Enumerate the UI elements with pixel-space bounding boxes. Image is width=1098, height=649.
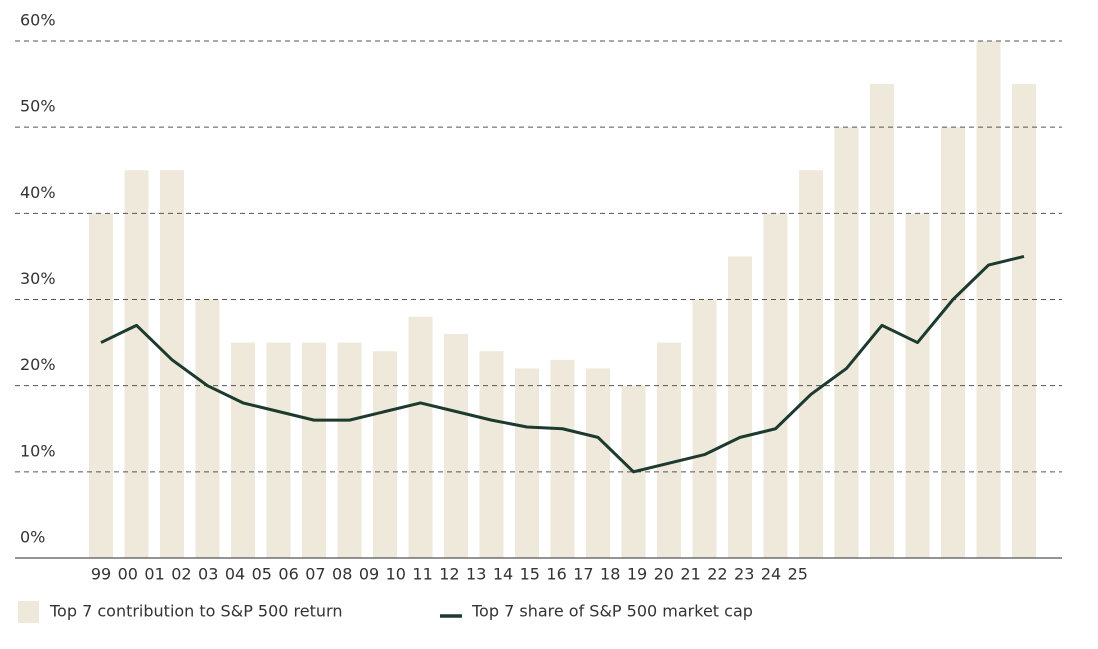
bar (834, 127, 859, 559)
bar (231, 342, 255, 558)
bar (870, 84, 894, 558)
bar (337, 342, 362, 558)
x-tick-label: 10 (386, 565, 406, 584)
x-tick-label: 00 (118, 565, 138, 584)
x-tick-label: 99 (91, 565, 111, 584)
y-tick-label: 10% (20, 441, 56, 460)
bar (479, 351, 504, 558)
y-tick-label: 30% (20, 269, 56, 288)
x-tick-label: 19 (627, 565, 647, 584)
x-tick-label: 14 (493, 565, 513, 584)
bar (373, 351, 397, 558)
x-tick-label: 04 (225, 565, 245, 584)
x-tick-label: 25 (788, 565, 808, 584)
x-tick-label: 06 (278, 565, 298, 584)
x-tick-label: 24 (761, 565, 781, 584)
bar (799, 170, 823, 558)
x-tick-label: 08 (332, 565, 352, 584)
x-tick-label: 23 (734, 565, 754, 584)
y-tick-label: 50% (20, 97, 56, 116)
bar (728, 256, 752, 558)
bar (586, 368, 610, 558)
legend-label: Top 7 contribution to S&P 500 return (49, 602, 342, 621)
legend-label: Top 7 share of S&P 500 market cap (471, 602, 753, 621)
x-tick-label: 01 (144, 565, 164, 584)
x-tick-label: 21 (680, 565, 700, 584)
bar (266, 342, 291, 558)
x-tick-label: 07 (305, 565, 325, 584)
y-tick-label: 40% (20, 183, 56, 202)
bar (302, 342, 326, 558)
bar (657, 342, 681, 558)
bar (692, 299, 717, 558)
line (100, 254, 1025, 474)
y-tick-label: 20% (20, 355, 56, 374)
bar (515, 368, 539, 558)
bar (408, 316, 433, 558)
x-tick-label: 12 (439, 565, 459, 584)
x-tick-label: 15 (520, 565, 540, 584)
x-tick-label: 09 (359, 565, 379, 584)
bar (195, 299, 220, 558)
x-tick-label: 18 (600, 565, 620, 584)
bar (1012, 84, 1036, 558)
x-tick-label: 11 (412, 565, 432, 584)
legend-swatch (18, 601, 39, 623)
bar (444, 333, 468, 558)
x-tick-label: 13 (466, 565, 486, 584)
y-tick-label: 0% (20, 528, 45, 547)
x-tick-label: 05 (252, 565, 272, 584)
x-tick-label: 16 (546, 565, 566, 584)
x-tick-label: 03 (198, 565, 218, 584)
bar (550, 359, 575, 558)
x-tick-label: 22 (707, 565, 727, 584)
bar (124, 170, 149, 558)
x-tick-label: 17 (573, 565, 593, 584)
bar (941, 127, 965, 559)
x-tick-label: 20 (654, 565, 674, 584)
y-tick-label: 60% (20, 11, 56, 30)
x-tick-label: 02 (171, 565, 191, 584)
